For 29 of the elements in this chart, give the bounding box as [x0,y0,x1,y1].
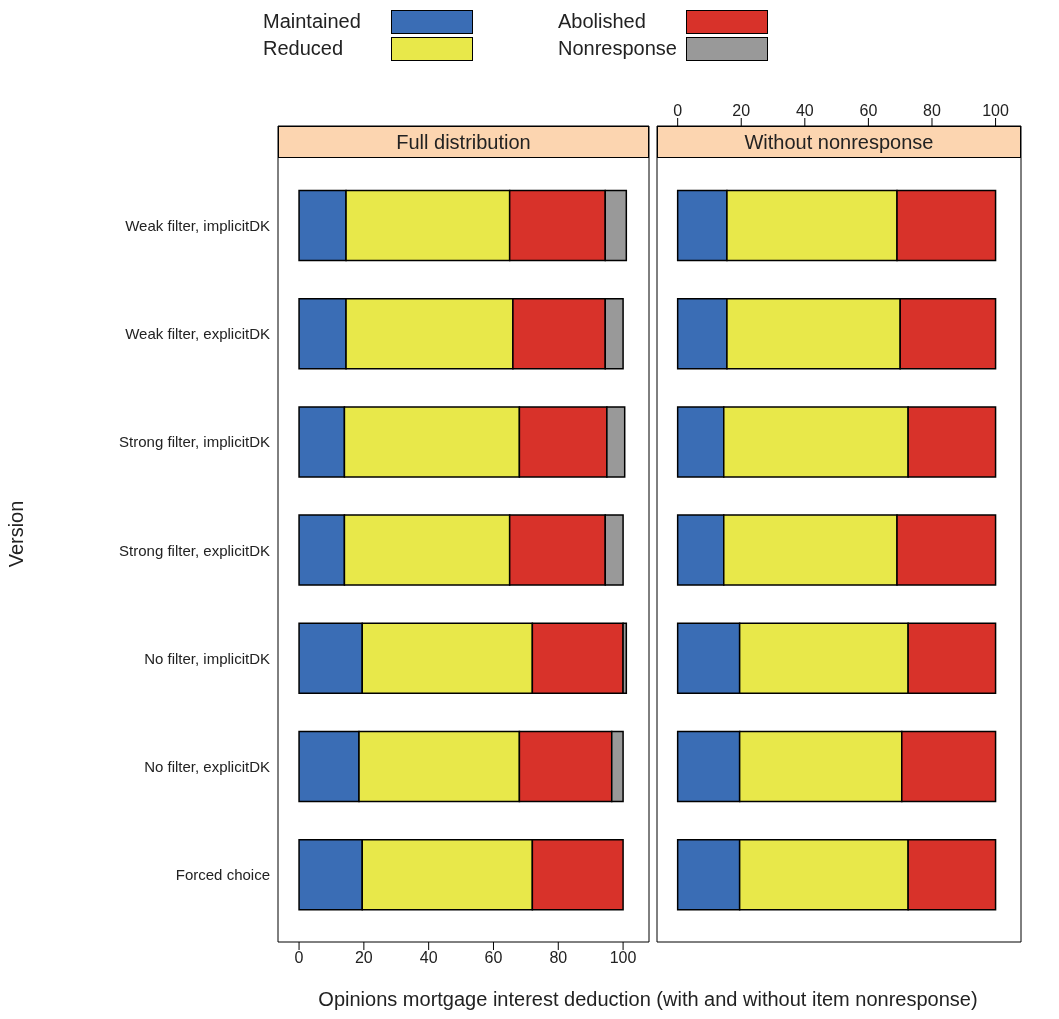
x-tick-label: 40 [795,102,814,119]
chart-title: Without nonresponse [744,130,934,154]
panel-strip: Full distribution [278,126,649,159]
legend-label: Nonresponse [558,37,678,60]
x-tick-label: 100 [609,949,637,967]
x-tick-label: 0 [673,102,683,119]
panel-strip: Without nonresponse [657,126,1021,159]
y-tick-label: Strong filter, implicitDK [119,433,270,451]
x-tick-label: 80 [549,949,568,967]
x-tick-label: 60 [484,949,503,967]
y-tick-label: Weak filter, implicitDK [125,216,270,234]
legend-label: Reduced [263,37,345,60]
y-tick-label: No filter, explicitDK [144,758,270,775]
x-axis-title: Opinions mortgage interest deduction (with and without item nonresponse) [317,988,979,1011]
y-tick-label: Weak filter, explicitDK [125,325,270,343]
legend-label: Abolished [558,10,647,33]
x-tick-label: 80 [923,102,941,119]
x-tick-label: 60 [859,102,878,119]
legend-label: Maintained [263,10,362,33]
x-tick-label: 40 [419,949,438,967]
x-tick-label: 20 [354,949,373,967]
y-axis-title: Version [5,500,28,568]
chart-title: Full distribution [396,130,531,154]
x-tick-label: 0 [294,949,304,967]
y-tick-label: Strong filter, explicitDK [119,541,270,559]
x-tick-label: 20 [732,102,751,119]
y-tick-label: No filter, implicitDK [144,649,270,667]
x-tick-label: 100 [982,102,1010,119]
y-tick-label: Forced choice [175,866,270,884]
